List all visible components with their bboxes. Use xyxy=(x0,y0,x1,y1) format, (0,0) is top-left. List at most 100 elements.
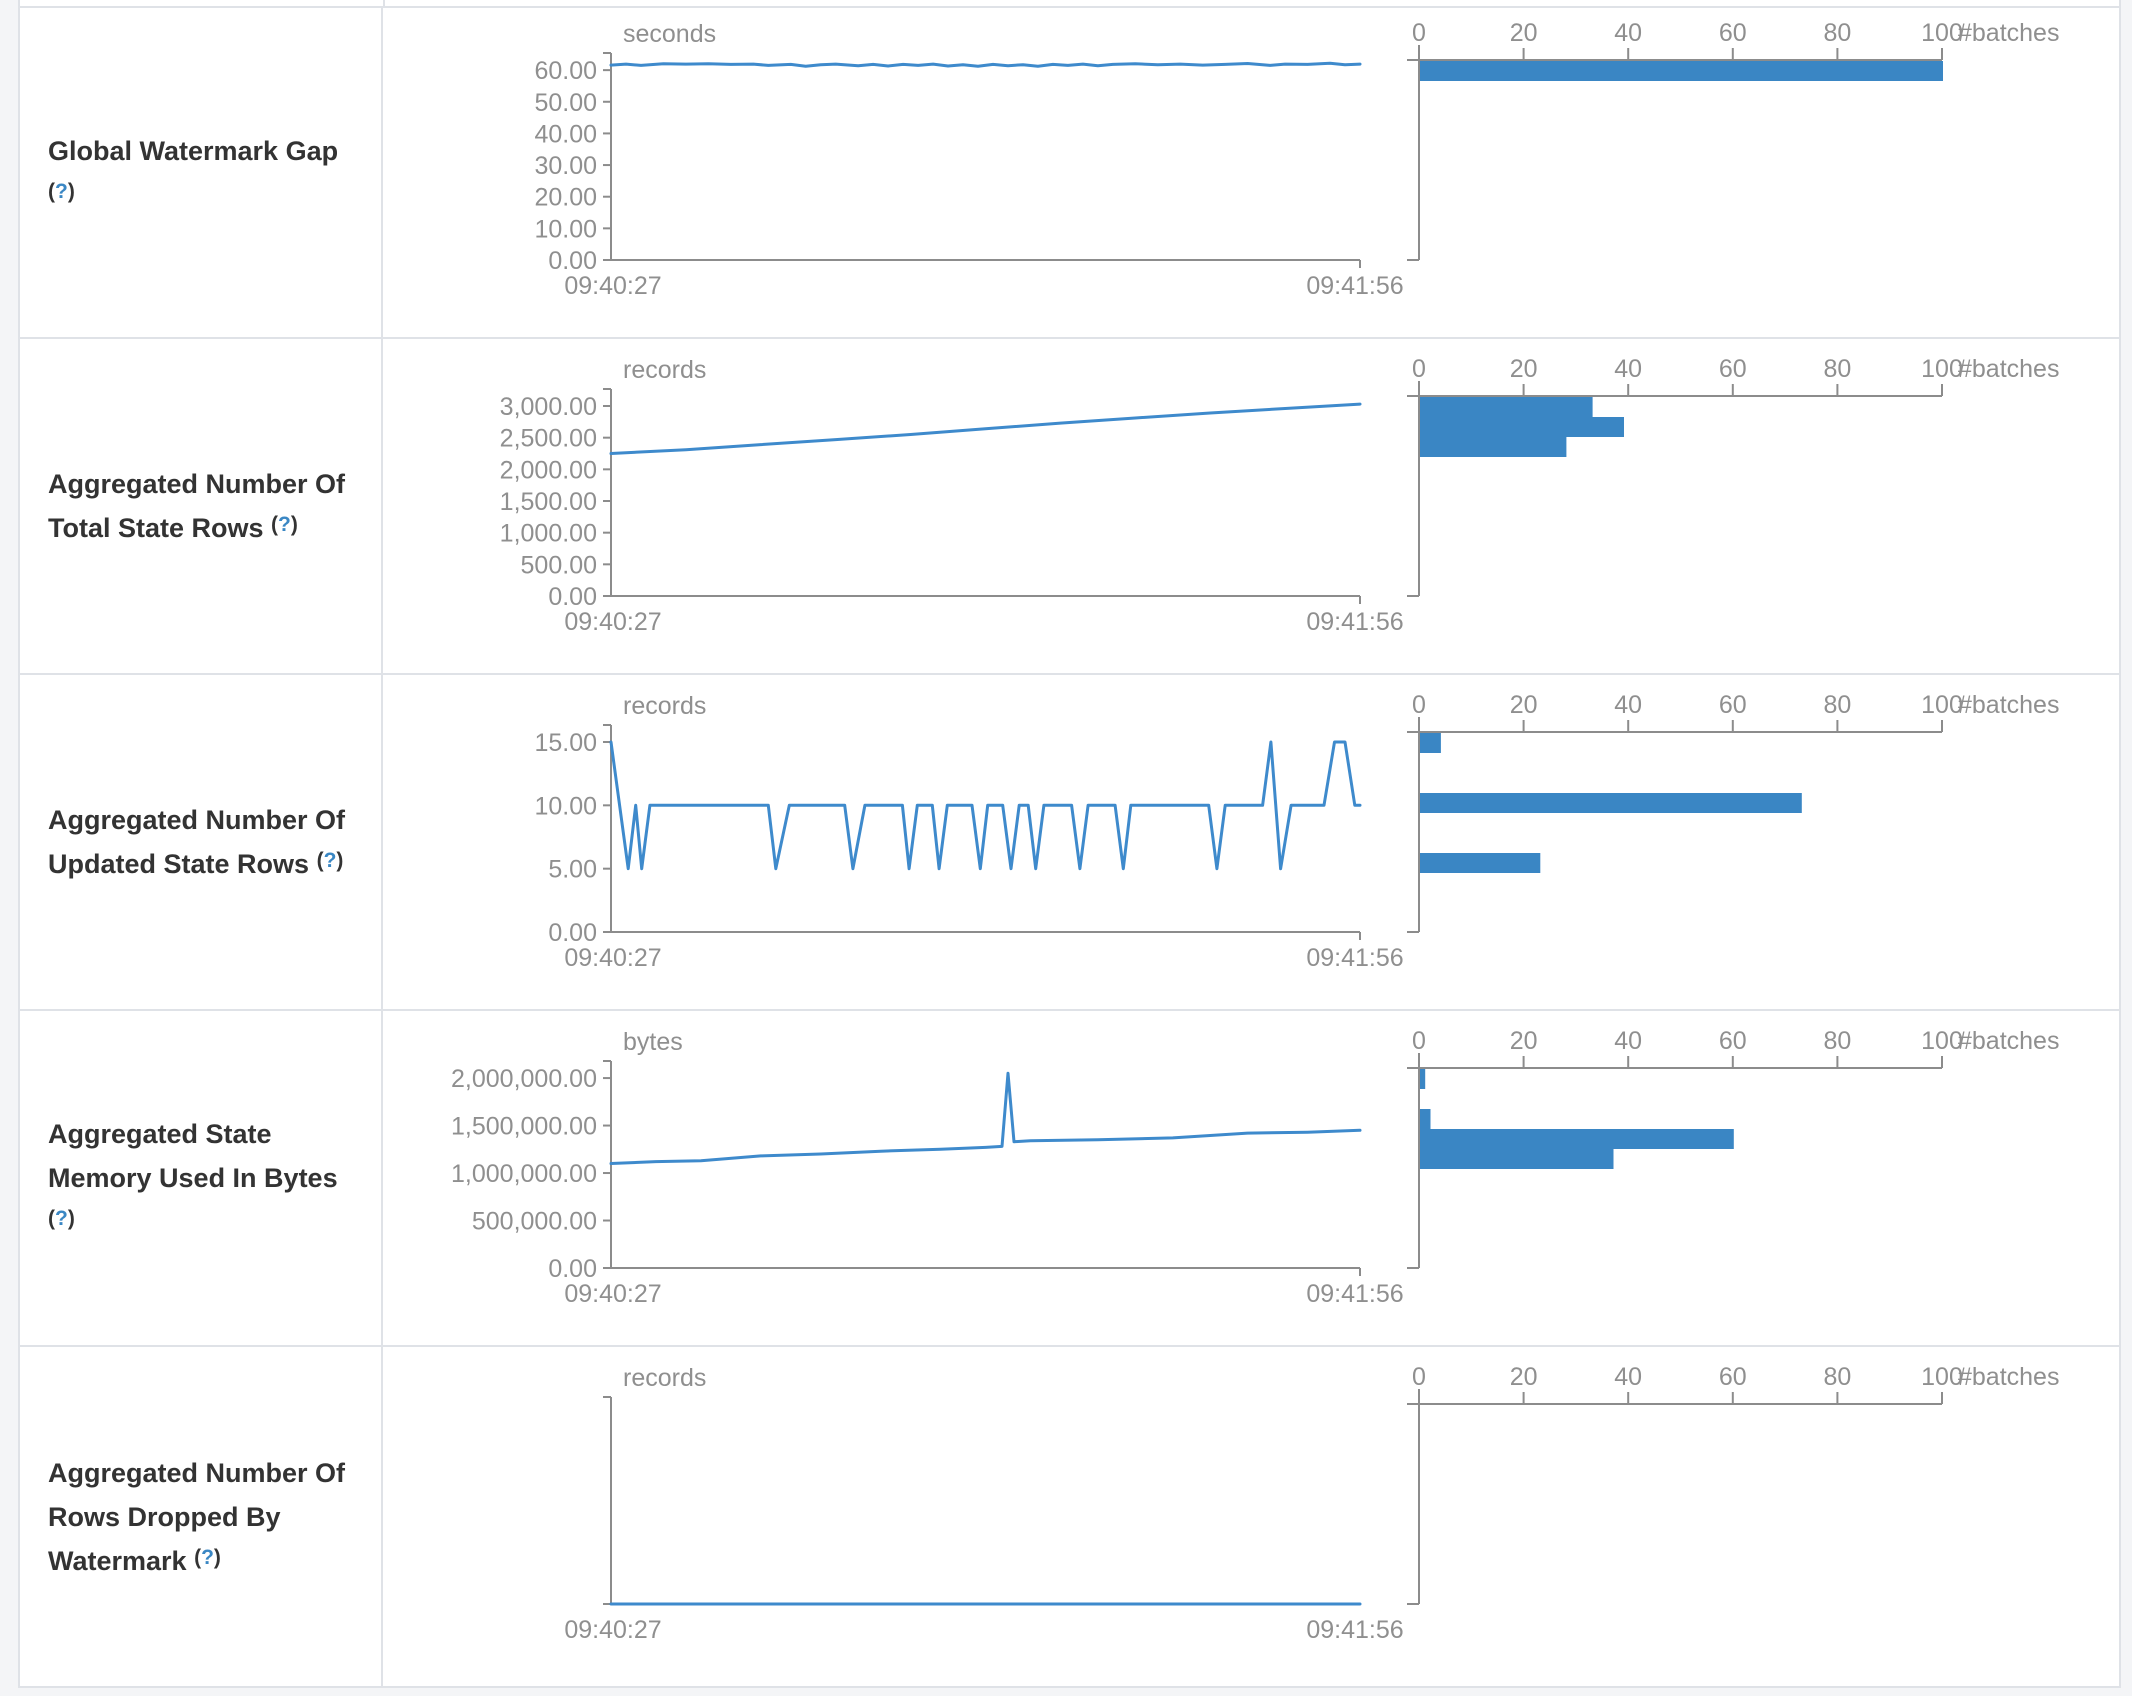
metric-rows-container: Global Watermark Gap (?) seconds 0.00 10.00… xyxy=(20,8,2119,1688)
histogram-bar xyxy=(1420,793,1802,813)
histogram-xtick-label: 80 xyxy=(1823,691,1851,719)
timeline-chart: bytes 0.00 500,000.00 1,000,000.00 1,500,000… xyxy=(451,1028,1404,1308)
timeline-end-label: 09:41:56 xyxy=(1306,272,1403,300)
histogram-xtick-label: 60 xyxy=(1719,1363,1747,1391)
histogram-xtick-label: 20 xyxy=(1510,19,1538,47)
metric-name: Global Watermark Gap (?) xyxy=(48,129,348,217)
help-question-icon[interactable]: ? xyxy=(55,1207,68,1230)
timeline-ytick-label: 30.00 xyxy=(534,152,597,180)
help-question-icon[interactable]: ? xyxy=(55,179,68,203)
histogram-xtick-label: 40 xyxy=(1614,1363,1642,1391)
timeline-unit-label: seconds xyxy=(623,20,716,48)
metric-name: Aggregated Number Of Updated State Rows … xyxy=(48,798,348,886)
metric-name-text: Aggregated Number Of Rows Dropped By Wat… xyxy=(48,1457,346,1576)
charts-svg: records 09:40:27 09:41:56 0 20 40 60 80 100#batc… xyxy=(564,1363,2059,1644)
metric-name-cell: Global Watermark Gap (?) xyxy=(20,8,383,337)
metric-name: Aggregated Number Of Rows Dropped By Wat… xyxy=(48,1451,348,1583)
timeline-unit-label: records xyxy=(623,692,706,720)
help-link[interactable]: (?) xyxy=(194,1545,221,1569)
metric-name-text: Aggregated State Memory Used In Bytes xyxy=(48,1119,338,1193)
timeline-series-line xyxy=(609,402,1362,455)
histogram-xtick-label: 40 xyxy=(1614,355,1642,383)
timeline-ytick-label: 2,000,000.00 xyxy=(451,1065,597,1093)
histogram-xtick-label: 100 xyxy=(1921,19,1963,47)
histogram-xtick-label: 0 xyxy=(1412,355,1426,383)
timeline-unit-label: bytes xyxy=(623,1028,683,1056)
histogram-chart: 0 20 40 60 80 100#batches xyxy=(1407,19,2059,261)
timeline-ytick-label: 15.00 xyxy=(534,729,597,757)
histogram-bar xyxy=(1420,1109,1431,1129)
histogram-bar xyxy=(1420,437,1567,457)
histogram-xtick-label: 20 xyxy=(1510,1363,1538,1391)
timeline-start-label: 09:40:27 xyxy=(564,608,661,636)
timeline-series-line xyxy=(609,61,1362,68)
histogram-xtick-label: 60 xyxy=(1719,355,1747,383)
help-link[interactable]: (?) xyxy=(316,849,344,872)
histogram-xtick-label: 60 xyxy=(1719,691,1747,719)
timeline-ytick-label: 2,500.00 xyxy=(500,425,597,453)
histogram-xtick-label: 0 xyxy=(1412,19,1426,47)
help-question-icon[interactable]: ? xyxy=(278,513,291,536)
timeline-ytick-label: 0.00 xyxy=(548,1255,597,1283)
metric-row: Aggregated Number Of Total State Rows (?… xyxy=(20,339,2119,675)
help-link[interactable]: (?) xyxy=(48,179,75,203)
histogram-bar xyxy=(1420,61,1943,81)
timeline-start-label: 09:40:27 xyxy=(564,944,661,972)
timeline-end-label: 09:41:56 xyxy=(1306,944,1403,972)
timeline-chart: seconds 0.00 10.00 20.00 30.00 40.00 50.00 60.0… xyxy=(534,20,1403,300)
histogram-xtick-label: 80 xyxy=(1823,19,1851,47)
help-link[interactable]: (?) xyxy=(48,1207,75,1230)
histogram-unit-label: #batches xyxy=(1958,1363,2059,1391)
metric-row: Aggregated State Memory Used In Bytes (?… xyxy=(20,1011,2119,1347)
previous-row-name-stub xyxy=(20,0,385,6)
histogram-bar xyxy=(1420,853,1541,873)
histogram-xtick-label: 80 xyxy=(1823,1027,1851,1055)
timeline-ytick-label: 2,000.00 xyxy=(500,456,597,484)
histogram-xtick-label: 20 xyxy=(1510,1027,1538,1055)
metric-row: Aggregated Number Of Updated State Rows … xyxy=(20,675,2119,1011)
timeline-start-label: 09:40:27 xyxy=(564,1280,661,1308)
histogram-chart: 0 20 40 60 80 100#batches xyxy=(1407,1027,2059,1269)
histogram-chart: 0 20 40 60 80 100#batches xyxy=(1407,355,2059,597)
timeline-series-line xyxy=(609,1071,1362,1165)
histogram-xtick-label: 100 xyxy=(1921,1363,1963,1391)
metric-name: Aggregated State Memory Used In Bytes (?… xyxy=(48,1112,348,1244)
histogram-xtick-label: 100 xyxy=(1921,1027,1963,1055)
histogram-unit-label: #batches xyxy=(1958,355,2059,383)
timeline-chart: records 09:40:27 09:41:56 xyxy=(564,1364,1403,1644)
help-question-icon[interactable]: ? xyxy=(201,1545,214,1569)
metric-row: Global Watermark Gap (?) seconds 0.00 10.00… xyxy=(20,8,2119,339)
histogram-unit-label: #batches xyxy=(1958,691,2059,719)
charts-cell: records 0.00 5.00 10.00 15.00 09:40:27 09:41:5… xyxy=(383,675,2113,1009)
timeline-unit-label: records xyxy=(623,1364,706,1392)
histogram-bar xyxy=(1420,397,1593,417)
timeline-ytick-label: 0.00 xyxy=(548,583,597,611)
histogram-xtick-label: 60 xyxy=(1719,19,1747,47)
histogram-xtick-label: 40 xyxy=(1614,19,1642,47)
timeline-ytick-label: 500,000.00 xyxy=(472,1208,597,1236)
timeline-ytick-label: 500.00 xyxy=(521,551,597,579)
statistics-table: Global Watermark Gap (?) seconds 0.00 10.00… xyxy=(18,0,2121,1688)
previous-row-sliver xyxy=(20,0,2119,8)
histogram-xtick-label: 40 xyxy=(1614,691,1642,719)
timeline-series-line xyxy=(609,740,1362,871)
timeline-ytick-label: 1,500,000.00 xyxy=(451,1113,597,1141)
help-question-icon[interactable]: ? xyxy=(323,849,337,872)
charts-svg: records 0.00 500.00 1,000.00 1,500.00 2,000.0… xyxy=(500,355,2060,636)
metric-name-cell: Aggregated Number Of Updated State Rows … xyxy=(20,675,383,1009)
timeline-ytick-label: 5.00 xyxy=(548,856,597,884)
timeline-ytick-label: 10.00 xyxy=(534,792,597,820)
timeline-start-label: 09:40:27 xyxy=(564,272,661,300)
histogram-bar xyxy=(1420,1129,1734,1149)
timeline-end-label: 09:41:56 xyxy=(1306,1280,1403,1308)
metric-name-text: Aggregated Number Of Total State Rows xyxy=(48,469,346,543)
charts-cell: bytes 0.00 500,000.00 1,000,000.00 1,500,000… xyxy=(383,1011,2113,1345)
metric-name-cell: Aggregated Number Of Rows Dropped By Wat… xyxy=(20,1347,383,1686)
histogram-bar xyxy=(1420,1149,1614,1169)
charts-cell: records 09:40:27 09:41:56 0 20 40 60 80 100 #batc… xyxy=(383,1347,2113,1686)
help-link[interactable]: (?) xyxy=(271,513,298,536)
histogram-xtick-label: 0 xyxy=(1412,1027,1426,1055)
metric-name-cell: Aggregated State Memory Used In Bytes (?… xyxy=(20,1011,383,1345)
timeline-ytick-label: 3,000.00 xyxy=(500,393,597,421)
metric-name-text: Global Watermark Gap xyxy=(48,135,339,166)
